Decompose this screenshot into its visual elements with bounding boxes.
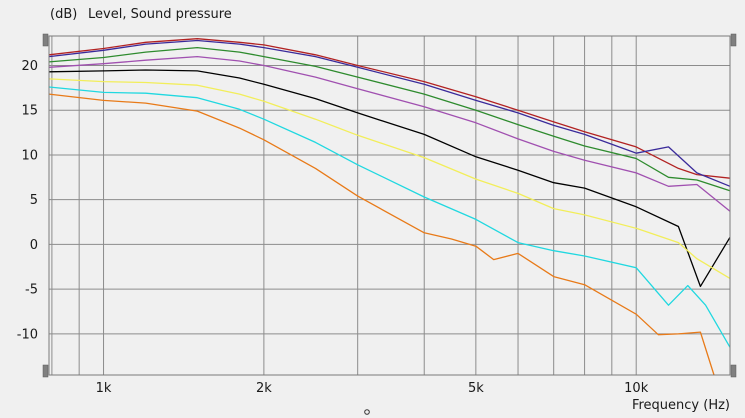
y-axis-bottom-handle[interactable] <box>42 364 49 378</box>
y-tick-label: 15 <box>21 104 38 119</box>
x-tick-label: 2k <box>256 381 272 396</box>
y-tick-label: 20 <box>21 59 38 74</box>
y-tick-label: 10 <box>21 148 38 163</box>
series-line-7 <box>48 86 731 348</box>
plot-frame <box>48 35 731 376</box>
chart-title: Level, Sound pressure <box>88 7 232 22</box>
series-line-2 <box>48 39 731 187</box>
x-tick-label: 10k <box>624 381 649 396</box>
y-tick-label: -10 <box>17 327 38 342</box>
series-line-4 <box>48 55 731 212</box>
series-layer <box>48 38 731 376</box>
y-tick-label: 0 <box>30 238 38 253</box>
series-line-6 <box>48 78 731 279</box>
y-tick-label: -5 <box>25 283 38 298</box>
series-line-3 <box>48 46 731 192</box>
y-axis-top-handle[interactable] <box>42 33 49 47</box>
x-tick-label: 1k <box>96 381 112 396</box>
y-axis-bottom-handle-right[interactable] <box>730 364 737 378</box>
axis-layer: 20 15 10 5 0 -5 -10 1k 2k 5k 10k <box>17 33 737 396</box>
series-line-5 <box>48 69 731 288</box>
x-tick-label: 5k <box>468 381 484 396</box>
y-unit-label: (dB) <box>50 7 77 22</box>
x-axis-label: Frequency (Hz) <box>632 398 730 413</box>
series-line-1 <box>48 38 731 179</box>
cursor-marker-icon <box>364 409 370 415</box>
y-axis-top-handle-right[interactable] <box>730 33 737 47</box>
series-line-8 <box>48 93 715 376</box>
y-tick-label: 5 <box>30 193 38 208</box>
